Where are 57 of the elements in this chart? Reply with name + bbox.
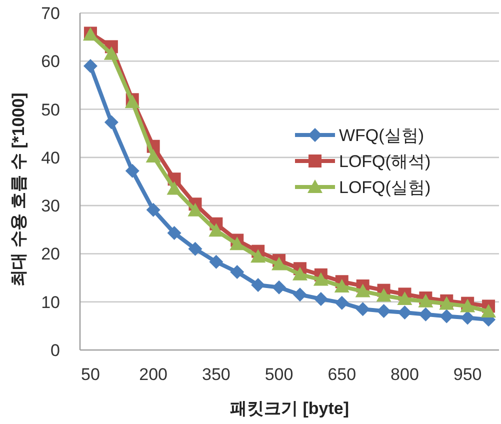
- x-tick-label: 650: [328, 365, 356, 384]
- point: [376, 304, 391, 318]
- point: [230, 265, 244, 280]
- y-tick-label: 10: [41, 292, 60, 312]
- y-tick-label: 60: [41, 52, 60, 72]
- point: [292, 266, 308, 280]
- point: [439, 296, 454, 310]
- point: [208, 223, 224, 237]
- point: [250, 249, 266, 263]
- x-axis-title: 패킷크기 [byte]: [230, 399, 349, 418]
- point: [398, 305, 412, 320]
- point: [209, 254, 224, 269]
- x-tick-label: 350: [202, 365, 230, 384]
- point: [272, 280, 286, 294]
- point: [272, 256, 287, 270]
- y-tick-label: 70: [41, 4, 60, 23]
- y-axis-title: 최대 수용 호름 수 [*1000]: [9, 92, 28, 286]
- point: [146, 148, 161, 162]
- point: [188, 202, 203, 216]
- point: [313, 272, 328, 286]
- point: [125, 164, 140, 178]
- point: [146, 202, 160, 217]
- y-tick-label: 0: [50, 341, 60, 360]
- point: [167, 226, 182, 240]
- y-tick-label: 40: [41, 148, 60, 168]
- point: [356, 302, 370, 316]
- point: [418, 294, 434, 308]
- legend-label: WFQ(실험): [339, 126, 424, 145]
- x-tick-label: 950: [453, 365, 482, 384]
- point: [314, 292, 328, 306]
- point: [166, 181, 182, 195]
- point: [481, 304, 496, 318]
- y-tick-label: 20: [41, 244, 60, 264]
- y-tick-label: 30: [41, 196, 60, 216]
- point: [104, 46, 119, 60]
- point: [334, 296, 349, 310]
- point: [460, 298, 476, 312]
- x-tick-label: 500: [264, 365, 294, 384]
- x-tick-label: 200: [139, 365, 168, 384]
- point: [83, 58, 98, 73]
- point: [376, 288, 392, 302]
- point: [460, 310, 475, 325]
- point: [397, 291, 412, 305]
- point: [292, 288, 307, 302]
- point: [355, 284, 370, 298]
- point: [251, 278, 266, 292]
- x-tick-label: 50: [81, 365, 100, 384]
- x-tick-label: 800: [390, 365, 419, 384]
- point: [418, 307, 433, 322]
- legend-label: LOFQ(해석): [339, 152, 431, 171]
- legend-label: LOFQ(실험): [339, 178, 431, 197]
- point: [230, 236, 245, 250]
- point: [104, 115, 118, 130]
- point: [334, 278, 350, 292]
- y-tick-label: 50: [41, 100, 60, 120]
- point: [440, 309, 454, 324]
- point: [188, 242, 202, 256]
